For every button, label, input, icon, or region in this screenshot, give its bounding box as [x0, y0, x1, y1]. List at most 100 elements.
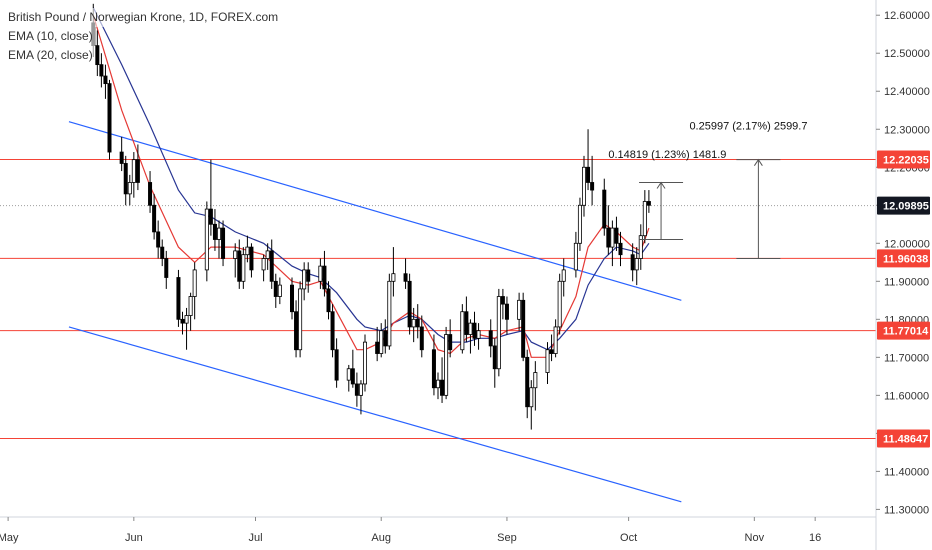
- candle[interactable]: [529, 380, 534, 430]
- candle[interactable]: [391, 247, 396, 297]
- candle[interactable]: [618, 231, 623, 267]
- candle[interactable]: [289, 277, 294, 320]
- candle[interactable]: [127, 174, 132, 206]
- candle[interactable]: [131, 152, 136, 198]
- candle[interactable]: [525, 349, 530, 419]
- measurement-tools[interactable]: 0.14819 (1.23%) 1481.9 0.25997 (2.17%) 25…: [608, 120, 807, 259]
- candle[interactable]: [630, 243, 635, 282]
- candles[interactable]: [91, 3, 651, 430]
- candle[interactable]: [249, 243, 254, 278]
- candle[interactable]: [123, 155, 128, 206]
- price-range-measure[interactable]: 0.25997 (2.17%) 2599.7: [689, 120, 807, 259]
- candle[interactable]: [208, 159, 213, 236]
- candle[interactable]: [156, 220, 161, 259]
- candle[interactable]: [549, 334, 554, 362]
- candle[interactable]: [504, 296, 509, 335]
- candle[interactable]: [577, 197, 582, 251]
- candle[interactable]: [326, 281, 331, 320]
- candle[interactable]: [103, 64, 108, 99]
- candle[interactable]: [119, 136, 124, 172]
- candle[interactable]: [298, 281, 303, 358]
- candle[interactable]: [358, 380, 363, 415]
- candle[interactable]: [160, 239, 165, 267]
- candle[interactable]: [440, 357, 445, 403]
- candle[interactable]: [164, 250, 169, 289]
- candle[interactable]: [573, 231, 578, 278]
- candle[interactable]: [99, 53, 104, 88]
- candle[interactable]: [107, 79, 112, 160]
- candle[interactable]: [419, 315, 424, 358]
- candle[interactable]: [330, 304, 335, 358]
- candle[interactable]: [192, 262, 197, 320]
- candle[interactable]: [375, 326, 380, 362]
- candle[interactable]: [464, 296, 469, 343]
- candle[interactable]: [415, 304, 420, 339]
- candle[interactable]: [642, 190, 647, 244]
- candle[interactable]: [261, 254, 266, 282]
- candle[interactable]: [245, 235, 250, 263]
- candle[interactable]: [354, 372, 359, 407]
- candle[interactable]: [517, 292, 522, 331]
- candle[interactable]: [492, 338, 497, 388]
- candle[interactable]: [135, 144, 140, 191]
- candle[interactable]: [273, 273, 278, 308]
- candle[interactable]: [460, 304, 465, 354]
- candle[interactable]: [606, 205, 611, 255]
- candle[interactable]: [318, 258, 323, 289]
- candle[interactable]: [638, 224, 643, 270]
- candle[interactable]: [472, 311, 477, 346]
- candle[interactable]: [306, 262, 311, 293]
- candle[interactable]: [322, 250, 327, 297]
- channel-trendline[interactable]: [68, 121, 682, 301]
- candle[interactable]: [180, 311, 185, 335]
- candle[interactable]: [561, 258, 566, 297]
- candle[interactable]: [265, 243, 270, 270]
- candle[interactable]: [476, 323, 481, 350]
- candle[interactable]: [521, 292, 526, 362]
- candle[interactable]: [557, 273, 562, 335]
- candle[interactable]: [184, 307, 189, 350]
- candle[interactable]: [610, 220, 615, 267]
- candle[interactable]: [148, 171, 153, 213]
- candle[interactable]: [448, 319, 453, 358]
- candle[interactable]: [407, 273, 412, 335]
- candle[interactable]: [590, 155, 595, 206]
- candle[interactable]: [379, 323, 384, 358]
- candle[interactable]: [496, 288, 501, 377]
- candle[interactable]: [188, 292, 193, 331]
- channel-trendline[interactable]: [68, 326, 682, 503]
- candle[interactable]: [221, 220, 226, 267]
- candle[interactable]: [362, 334, 367, 392]
- candle[interactable]: [233, 243, 238, 278]
- candle[interactable]: [500, 288, 505, 320]
- candle[interactable]: [602, 178, 607, 236]
- price-range-measure[interactable]: 0.14819 (1.23%) 1481.9: [608, 149, 726, 240]
- candle[interactable]: [411, 307, 416, 343]
- candle[interactable]: [241, 247, 246, 289]
- candle[interactable]: [216, 220, 221, 259]
- candle[interactable]: [334, 338, 339, 388]
- candle[interactable]: [383, 319, 388, 354]
- candle[interactable]: [545, 342, 550, 384]
- candle[interactable]: [152, 193, 157, 240]
- candle[interactable]: [346, 364, 351, 392]
- candle[interactable]: [444, 326, 449, 400]
- candle[interactable]: [435, 372, 440, 400]
- candle[interactable]: [95, 30, 100, 77]
- candle[interactable]: [387, 273, 392, 350]
- candle[interactable]: [488, 319, 493, 358]
- candle[interactable]: [204, 201, 209, 282]
- candle[interactable]: [586, 129, 591, 191]
- candle[interactable]: [269, 239, 274, 289]
- candle[interactable]: [277, 277, 282, 305]
- candle[interactable]: [533, 361, 538, 411]
- candle[interactable]: [176, 269, 181, 327]
- candle[interactable]: [553, 319, 558, 358]
- candle[interactable]: [634, 247, 639, 286]
- candle[interactable]: [237, 239, 242, 289]
- candle[interactable]: [350, 349, 355, 388]
- candle[interactable]: [468, 319, 473, 354]
- candle[interactable]: [431, 334, 436, 396]
- candle[interactable]: [403, 258, 408, 289]
